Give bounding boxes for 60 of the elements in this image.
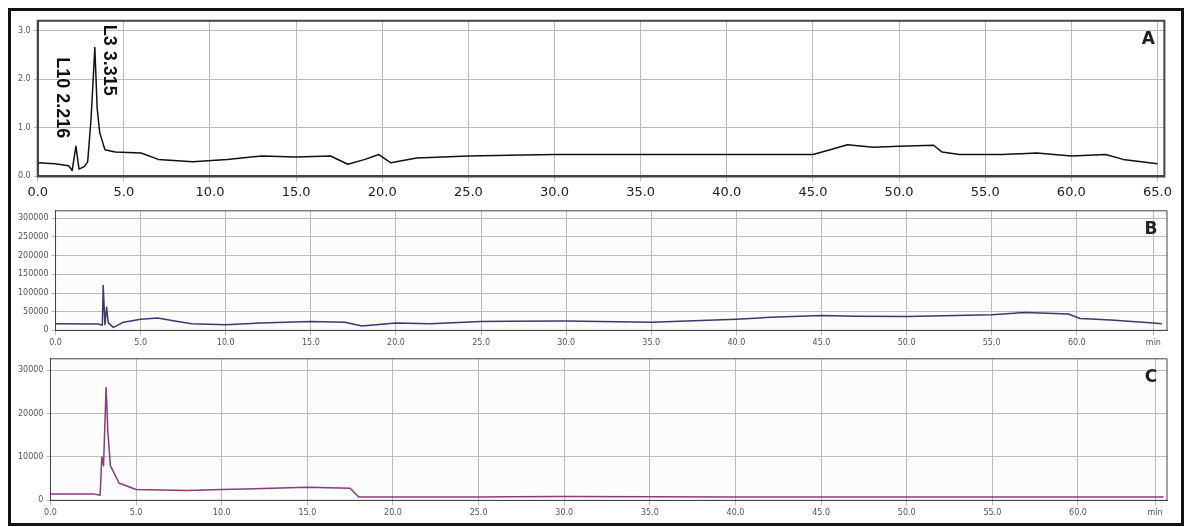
x-tick-label: 60.0 (1067, 338, 1086, 348)
y-tick-label: 100000 (17, 288, 49, 298)
y-tick-label: 30000 (18, 365, 44, 375)
x-tick-label: 55.0 (983, 508, 1002, 518)
x-tick-label: 40.0 (727, 338, 746, 348)
x-tick-label: 60.0 (1069, 508, 1087, 518)
y-tick-label: 10000 (18, 452, 44, 462)
x-tick-label: 5.0 (113, 183, 135, 199)
y-tick-label: 0 (38, 495, 44, 505)
annotation: L3 3.315 (99, 24, 120, 96)
annotation: L10 2.216 (52, 57, 73, 139)
x-tick-label: 25.0 (472, 338, 490, 348)
x-tick-label: 5.0 (134, 338, 148, 348)
x-tick-label: 55.0 (970, 183, 1000, 199)
x-tick-label: 25.0 (453, 183, 483, 199)
x-tick-label: 45.0 (812, 338, 831, 348)
x-tick-label: 40.0 (726, 508, 745, 518)
y-tick-label: 20000 (18, 408, 44, 418)
x-tick-label: 10.0 (195, 183, 225, 199)
y-tick-label: 3.0 (17, 25, 31, 35)
x-tick-label: min (1147, 508, 1163, 518)
x-tick-label: 60.0 (1056, 183, 1086, 199)
y-tick-label: 200000 (17, 250, 49, 260)
x-tick-label: 0.0 (49, 338, 62, 348)
chart-title: C (1144, 365, 1158, 386)
chart-title: B (1144, 217, 1158, 238)
x-tick-label: 20.0 (387, 338, 405, 348)
chart-title: A (1141, 27, 1156, 48)
x-tick-label: 15.0 (298, 508, 317, 518)
x-tick-label: 35.0 (642, 338, 661, 348)
y-tick-label: 50000 (23, 306, 49, 316)
x-tick-label: 50.0 (884, 183, 914, 199)
x-tick-label: 50.0 (897, 508, 916, 518)
x-tick-label: 40.0 (712, 183, 742, 199)
y-tick-label: 300000 (17, 213, 49, 223)
x-tick-label: min (1145, 338, 1161, 348)
y-tick-label: 1.0 (17, 122, 31, 132)
x-tick-label: 65.0 (1143, 183, 1172, 199)
x-tick-label: 35.0 (626, 183, 656, 199)
x-tick-label: 55.0 (982, 338, 1001, 348)
x-tick-label: 10.0 (216, 338, 235, 348)
x-tick-label: 20.0 (367, 183, 397, 199)
x-tick-label: 45.0 (812, 508, 830, 518)
x-tick-label: 20.0 (384, 508, 402, 518)
y-tick-label: 2.0 (17, 74, 31, 84)
x-tick-label: 30.0 (557, 338, 576, 348)
x-tick-label: 30.0 (540, 183, 570, 199)
x-tick-label: 25.0 (469, 508, 488, 518)
x-tick-label: 45.0 (798, 183, 828, 199)
y-tick-label: 150000 (17, 269, 49, 279)
x-tick-label: 15.0 (301, 338, 320, 348)
y-tick-label: 0 (43, 325, 49, 335)
x-tick-label: 15.0 (281, 183, 311, 199)
x-tick-label: 10.0 (212, 508, 231, 518)
x-tick-label: 5.0 (129, 508, 143, 518)
y-tick-label: 0.0 (17, 171, 31, 181)
x-tick-label: 50.0 (897, 338, 916, 348)
y-tick-label: 250000 (17, 232, 49, 242)
x-tick-label: 35.0 (640, 508, 659, 518)
x-tick-label: 30.0 (555, 508, 574, 518)
